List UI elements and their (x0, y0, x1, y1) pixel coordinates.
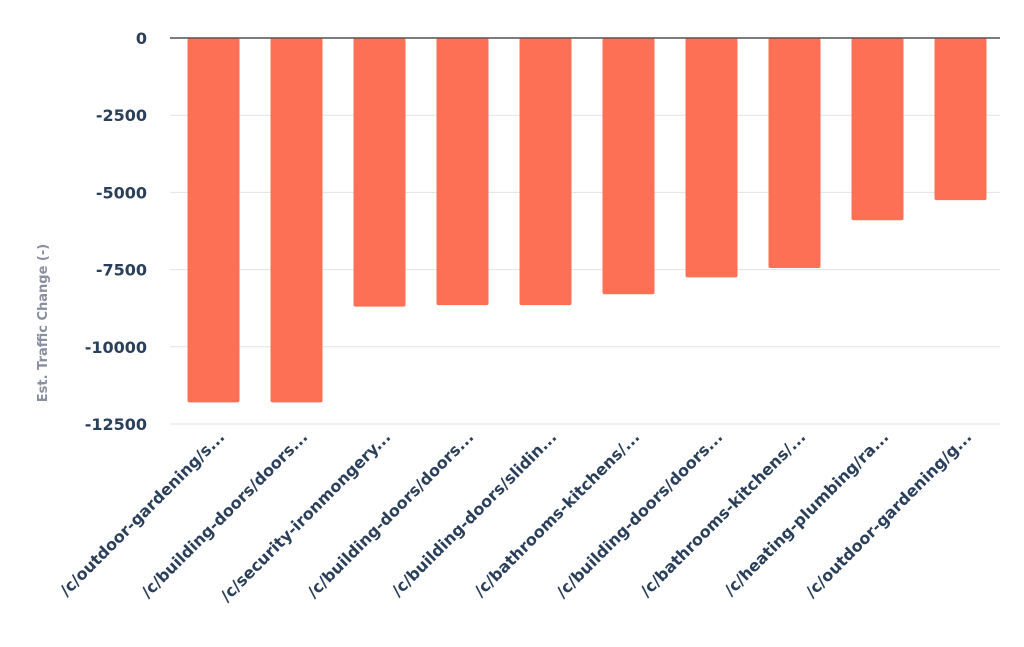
bar (270, 38, 323, 403)
x-tick-label: /c/outdoor-gardening/s... (56, 427, 228, 599)
y-tick-label: -10000 (85, 338, 147, 357)
bar (934, 38, 987, 201)
bar (851, 38, 904, 221)
x-tick-label: /c/building-doors/doors... (137, 427, 311, 601)
x-tick-label: /c/bathrooms-kitchens/... (470, 427, 643, 600)
y-axis-label: Est. Traffic Change (-) (36, 244, 51, 402)
bar (519, 38, 572, 306)
y-tick-label: -2500 (96, 106, 147, 125)
bar-layer (170, 37, 1000, 403)
x-tick-label: /c/building-doors/doors... (303, 427, 477, 601)
x-tick-label: /c/building-doors/doors... (552, 427, 726, 601)
y-tick-label: 0 (136, 29, 147, 48)
x-tick-label: /c/bathrooms-kitchens/... (636, 427, 809, 600)
x-tick-label: /c/heating-plumbing/ra... (720, 427, 892, 599)
bar (436, 38, 489, 306)
x-tick-label: /c/security-ironmongery... (216, 427, 394, 605)
bar (187, 38, 240, 403)
x-tick-label: /c/building-doors/slidin... (388, 427, 561, 600)
bar (602, 38, 655, 295)
y-tick-label: -5000 (96, 183, 147, 202)
y-tick-label: -7500 (96, 261, 147, 280)
x-tick-label: /c/outdoor-gardening/g... (801, 427, 975, 601)
bar (685, 38, 738, 278)
bar (353, 38, 406, 307)
bar (768, 38, 821, 269)
y-tick-label: -12500 (85, 415, 147, 434)
